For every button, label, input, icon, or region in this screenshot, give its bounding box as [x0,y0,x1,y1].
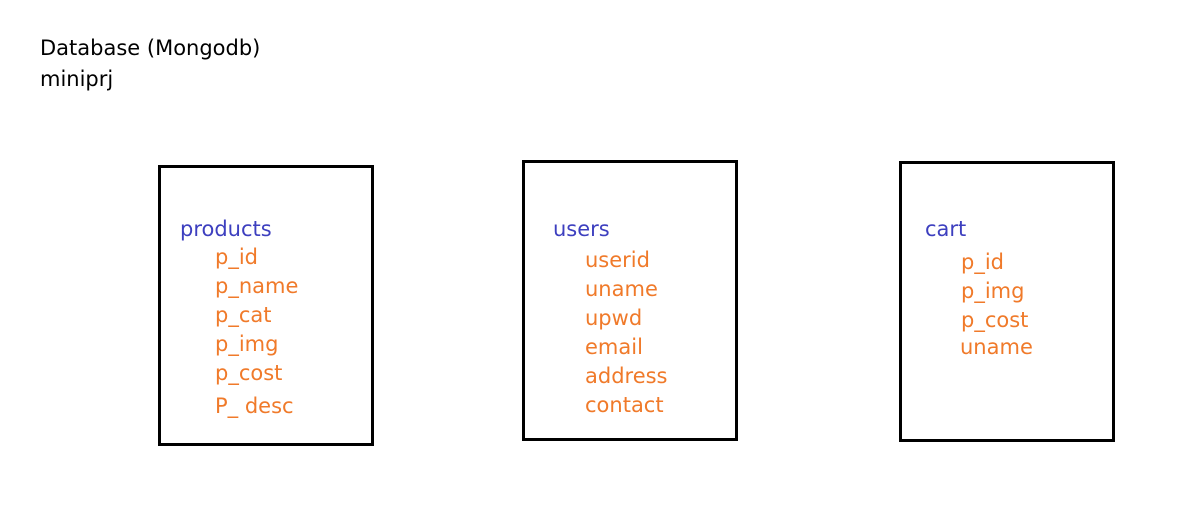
field-item: p_id [961,250,1004,274]
collection-box-products [158,165,374,446]
field-item: p_img [215,332,279,356]
field-item: address [585,364,668,388]
field-item: p_cost [961,308,1029,332]
field-item: uname [960,335,1033,359]
field-item: email [585,335,643,359]
field-item: p_img [961,279,1025,303]
database-name: miniprj [40,67,114,91]
field-item: p_cost [215,361,283,385]
field-item: uname [585,277,658,301]
field-item: p_id [215,245,258,269]
field-item: p_name [215,274,299,298]
field-item: contact [585,393,664,417]
collection-box-cart [899,161,1115,442]
collection-title: cart [925,217,967,241]
field-item: P_ desc [215,394,294,418]
field-item: p_cat [215,303,272,327]
database-label: Database (Mongodb) [40,36,261,60]
collection-title: products [180,217,272,241]
collection-title: users [553,217,610,241]
field-item: upwd [585,306,643,330]
field-item: userid [585,248,650,272]
collection-box-users [522,160,738,441]
